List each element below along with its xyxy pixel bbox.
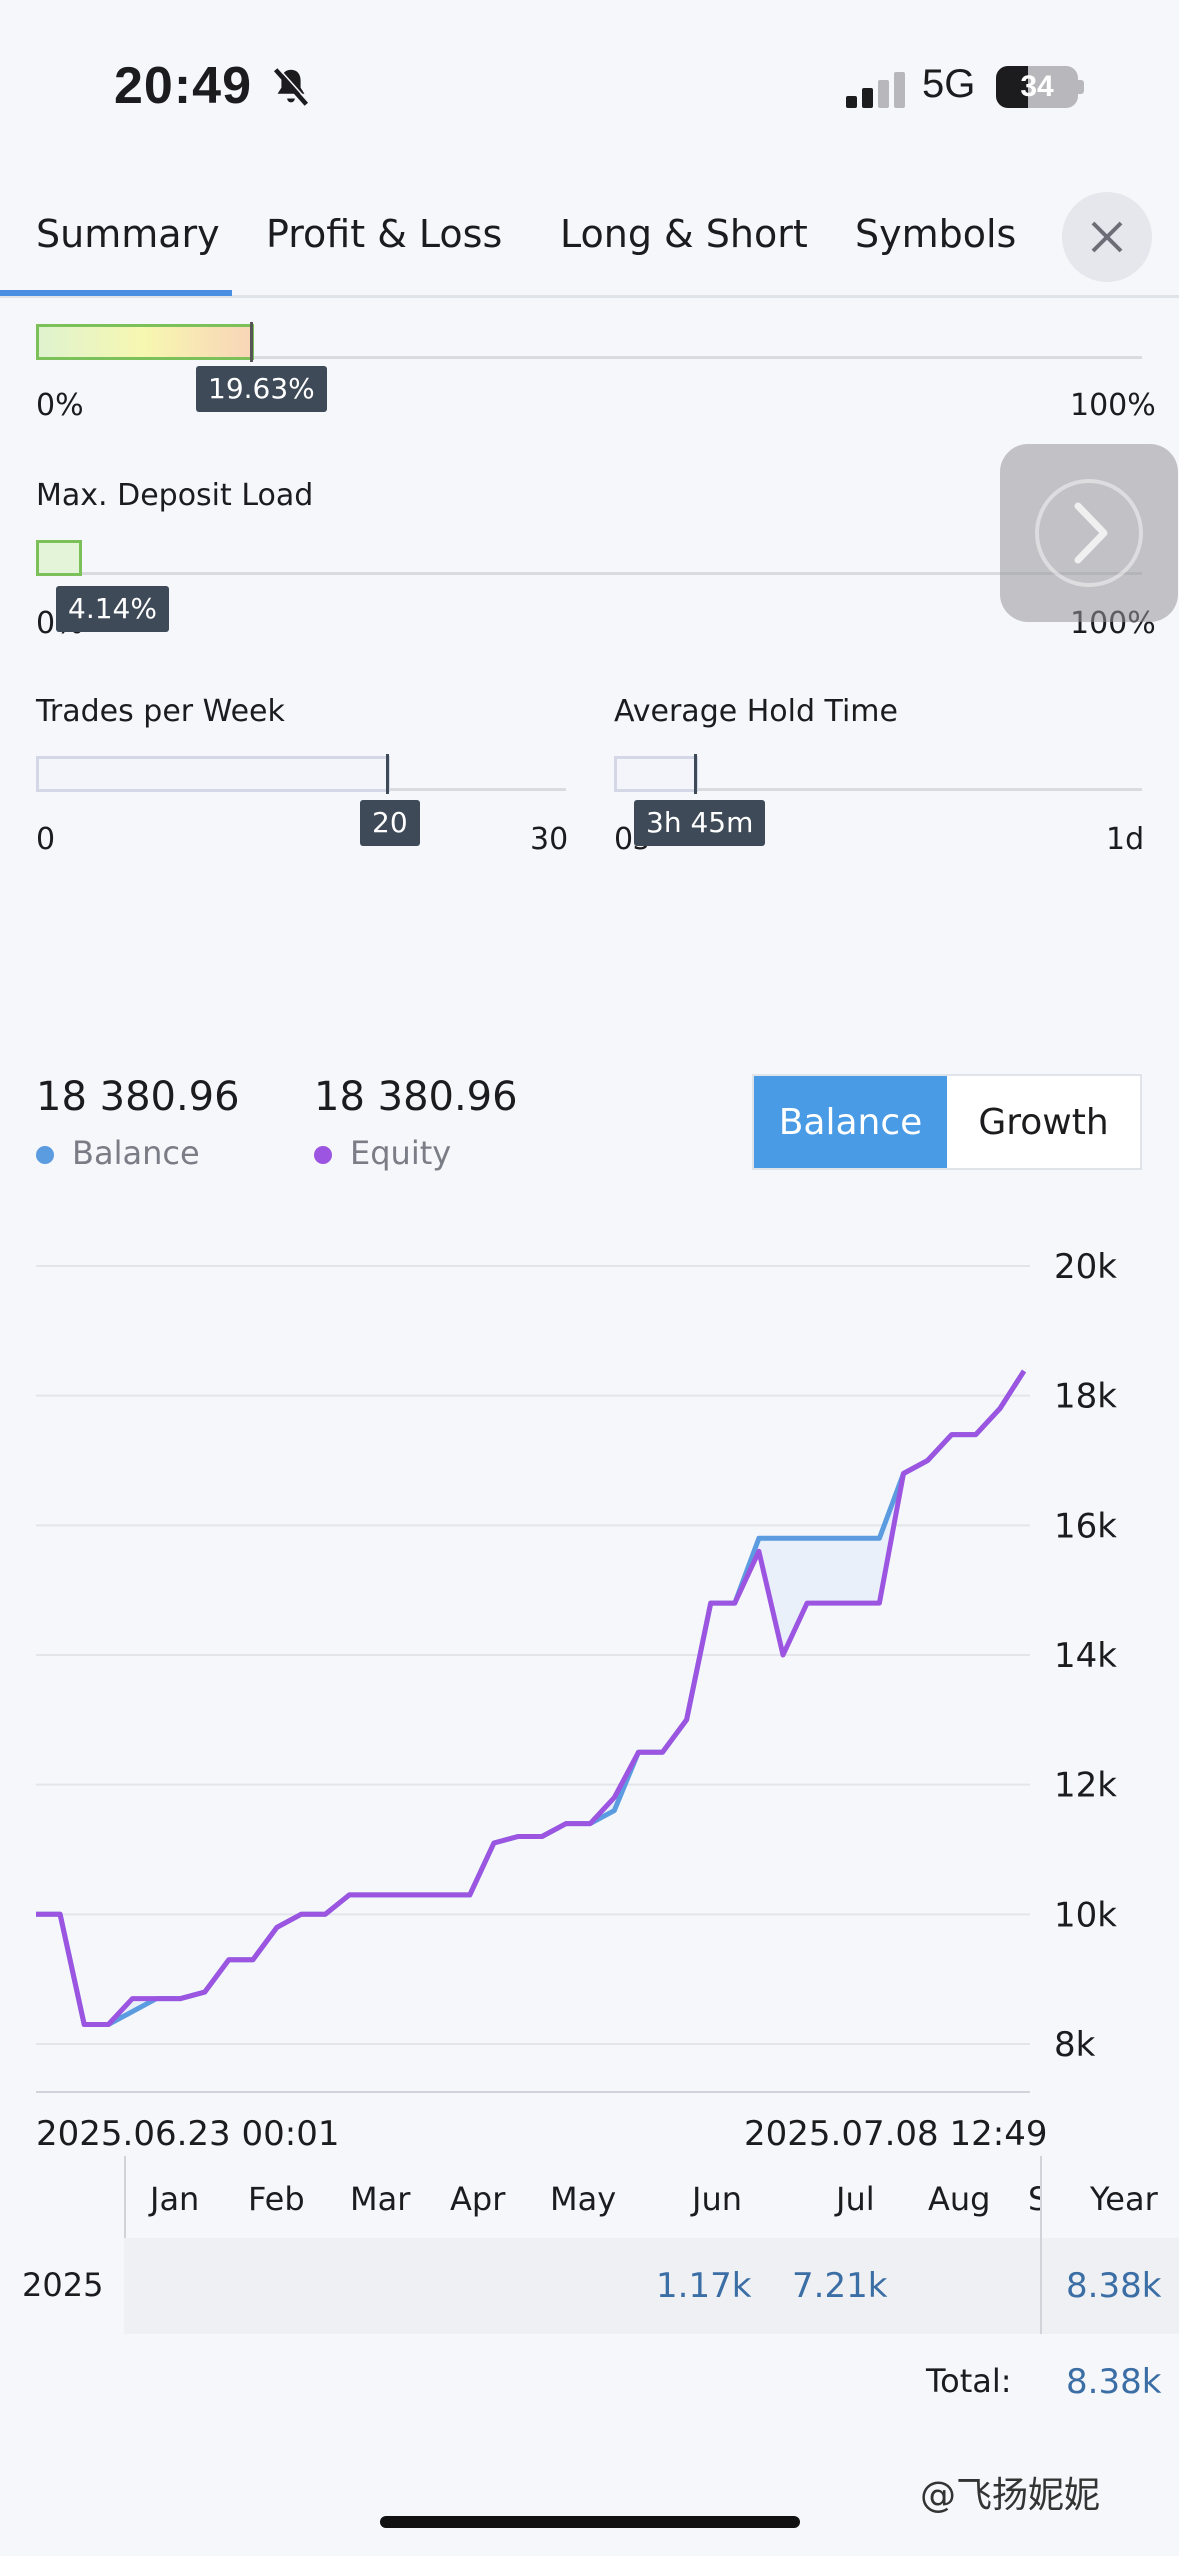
month-header-mar: Mar — [350, 2180, 411, 2218]
equity-series-line — [36, 1369, 1027, 2027]
row-year-total: 8.38k — [1066, 2266, 1162, 2306]
year-cell-bg — [0, 2238, 124, 2334]
active-tab-indicator — [0, 290, 232, 296]
trades-per-week-value-badge: 20 — [360, 800, 420, 846]
tab-summary[interactable]: Summary — [36, 212, 220, 256]
month-header-aug: Aug — [928, 2180, 991, 2218]
drawdown-min-label: 0% — [36, 388, 84, 423]
month-header-jan: Jan — [150, 2180, 200, 2218]
drawdown-value-badge: 19.63% — [196, 366, 327, 412]
y-tick-label: 20k — [1054, 1247, 1117, 1287]
balance-legend: Balance — [36, 1134, 200, 1172]
chevron-right-icon — [1035, 479, 1143, 587]
balance-value: 18 380.96 — [36, 1074, 240, 1120]
tab-profit-loss[interactable]: Profit & Loss — [266, 212, 503, 256]
balance-chart: 20k 18k 16k 14k 12k 10k 8k — [36, 1247, 1117, 2093]
deposit-load-title: Max. Deposit Load — [36, 478, 314, 513]
trades-per-week-fill — [36, 756, 390, 792]
tab-bar: Summary Profit & Loss Long & Short Symbo… — [0, 192, 1179, 298]
month-header-feb: Feb — [248, 2180, 305, 2218]
drawdown-fill — [36, 324, 254, 360]
table-divider-right-row — [1040, 2238, 1042, 2334]
tab-long-short[interactable]: Long & Short — [560, 212, 808, 256]
bell-muted-icon — [273, 67, 310, 106]
avg-hold-time-title: Average Hold Time — [614, 694, 898, 729]
chart-end-date: 2025.07.08 12:49 — [744, 2114, 1048, 2154]
month-header-jun: Jun — [692, 2180, 742, 2218]
row-jun-value: 1.17k — [656, 2266, 752, 2306]
battery-icon: 34 — [996, 66, 1078, 108]
avg-hold-time-fill — [614, 756, 698, 792]
equity-legend: Equity — [314, 1134, 451, 1172]
trades-per-week-title: Trades per Week — [36, 694, 285, 729]
trades-per-week-max-label: 30 — [530, 822, 569, 857]
trades-per-week-min-label: 0 — [36, 822, 56, 857]
equity-value: 18 380.96 — [314, 1074, 518, 1120]
month-header-sep: S — [1028, 2180, 1040, 2218]
drawdown-max-label: 100% — [1070, 388, 1156, 423]
balance-legend-label: Balance — [72, 1134, 200, 1172]
equity-dot-icon — [314, 1146, 332, 1164]
network-type: 5G — [922, 62, 976, 106]
signal-icon — [846, 72, 905, 108]
trades-per-week-marker — [386, 754, 389, 794]
y-tick-label: 14k — [1054, 1636, 1117, 1676]
drawdown-track — [36, 356, 1142, 359]
equity-legend-label: Equity — [350, 1134, 452, 1172]
y-tick-label: 16k — [1054, 1506, 1117, 1546]
avg-hold-time-max-label: 1d — [1106, 822, 1145, 857]
balance-series-line — [36, 1369, 1027, 2027]
avg-hold-time-marker — [694, 754, 697, 794]
balance-equity-gap-area — [36, 1371, 1024, 2025]
y-tick-label: 12k — [1054, 1766, 1117, 1806]
deposit-load-value-badge: 4.14% — [56, 586, 169, 632]
month-header-may: May — [550, 2180, 617, 2218]
month-header-apr: Apr — [450, 2180, 506, 2218]
total-label: Total: — [926, 2362, 1012, 2400]
close-icon — [1091, 221, 1123, 253]
next-page-button[interactable] — [1000, 444, 1178, 622]
y-tick-label: 18k — [1054, 1377, 1117, 1417]
row-jul-value: 7.21k — [792, 2266, 888, 2306]
y-tick-label: 10k — [1054, 1895, 1117, 1935]
month-header-jul: Jul — [836, 2180, 875, 2218]
deposit-load-track — [36, 572, 1142, 575]
tab-symbols[interactable]: Symbols — [855, 212, 1017, 256]
avg-hold-time-track — [614, 788, 1142, 791]
drawdown-marker — [250, 322, 253, 362]
balance-dot-icon — [36, 1146, 54, 1164]
home-indicator — [380, 2516, 800, 2528]
table-row — [0, 2238, 1179, 2334]
watermark: @飞扬妮妮 — [920, 2475, 1101, 2516]
total-value: 8.38k — [1066, 2362, 1162, 2402]
avg-hold-time-value-badge: 3h 45m — [634, 800, 766, 846]
status-time: 20:49 — [114, 57, 252, 115]
close-button[interactable] — [1062, 192, 1152, 282]
row-year: 2025 — [22, 2266, 104, 2304]
battery-cap — [1078, 80, 1084, 94]
year-header: Year — [1090, 2180, 1158, 2218]
chart-mode-toggle: Balance Growth — [752, 1074, 1142, 1170]
y-tick-label: 8k — [1054, 2025, 1096, 2065]
battery-level: 34 — [1020, 70, 1054, 103]
toggle-growth[interactable]: Growth — [978, 1101, 1109, 1143]
chart-start-date: 2025.06.23 00:01 — [36, 2114, 340, 2154]
toggle-balance[interactable]: Balance — [754, 1076, 947, 1168]
deposit-load-fill — [36, 540, 82, 576]
